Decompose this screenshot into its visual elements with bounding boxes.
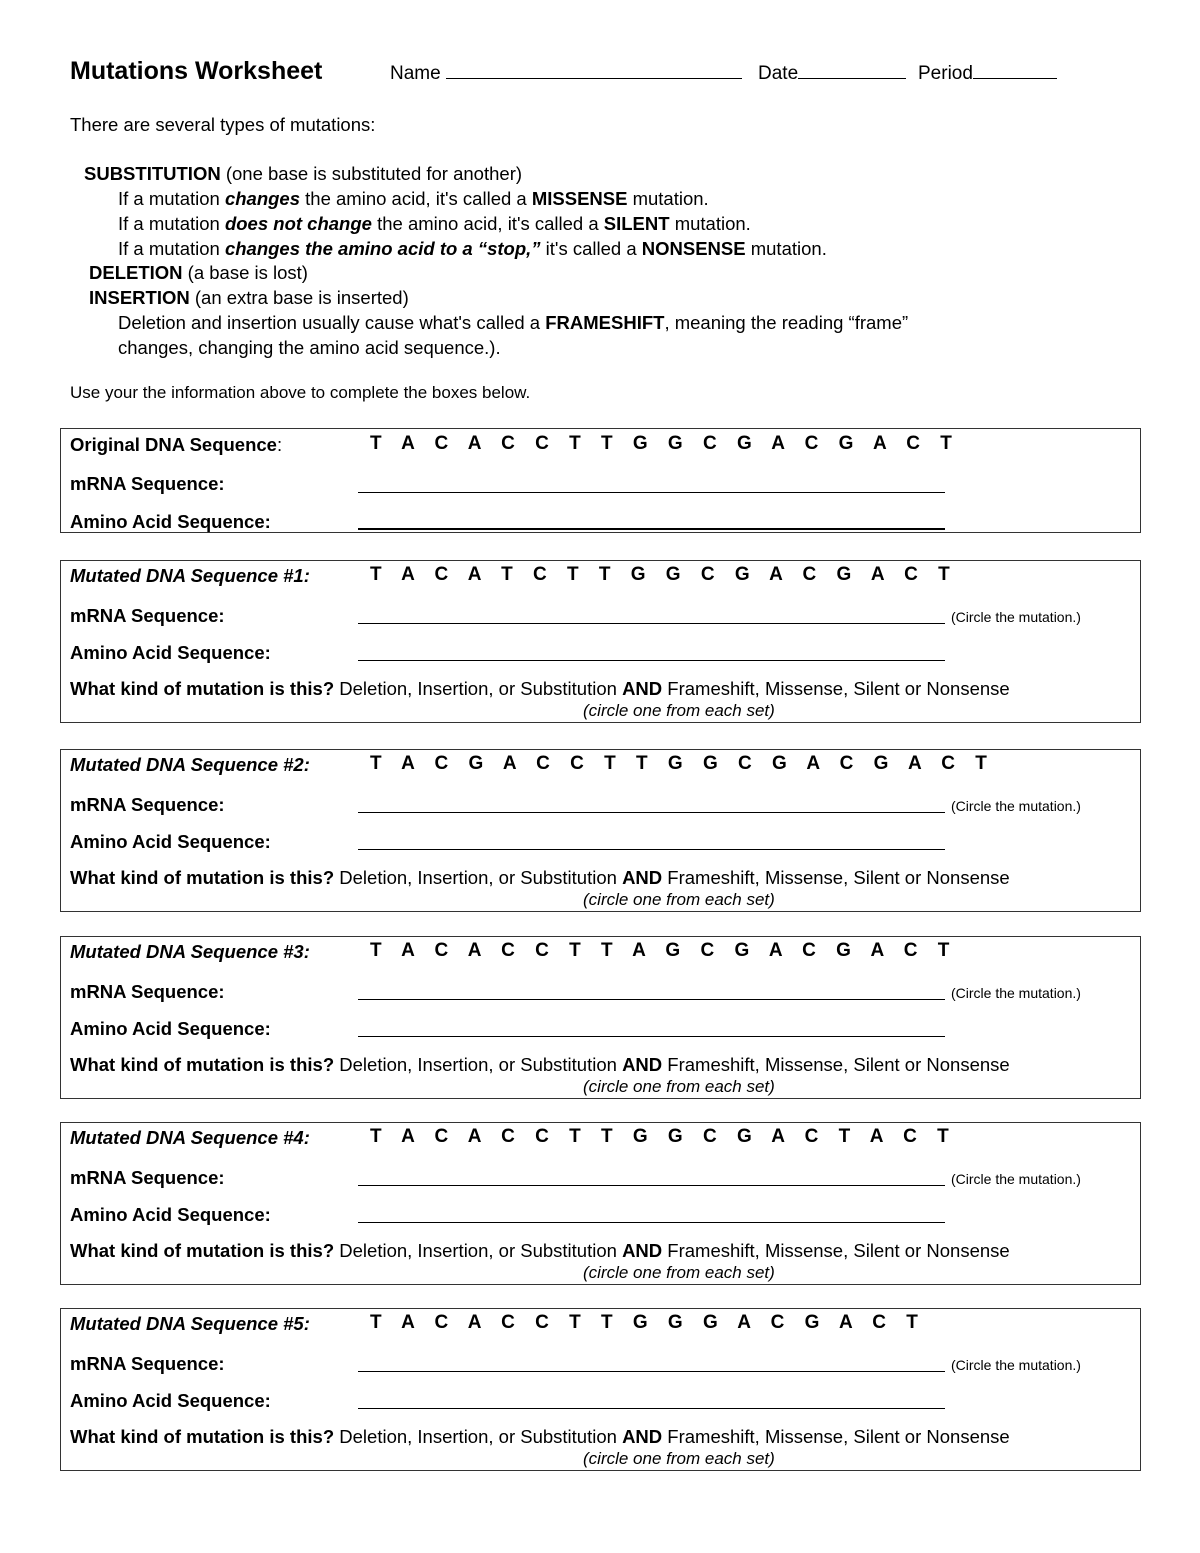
mrna-label: mRNA Sequence: <box>70 981 225 1002</box>
mutated-label: Mutated DNA Sequence #5: <box>70 1313 310 1334</box>
period-label: Period <box>918 63 973 84</box>
circle-mutation-note: (Circle the mutation.) <box>951 1357 1081 1373</box>
substitution-line: SUBSTITUTION (one base is substituted fo… <box>84 163 523 184</box>
amino-label: Amino Acid Sequence: <box>70 1018 271 1039</box>
circle-mutation-note: (Circle the mutation.) <box>951 985 1081 1001</box>
intro-lead: There are several types of mutations: <box>70 114 376 135</box>
instructions: Use your the information above to comple… <box>70 383 531 402</box>
mutated-sequence: T A C A C C T T G G G A C G A C T <box>370 1312 926 1333</box>
missense-line: If a mutation changes the amino acid, it… <box>118 188 709 209</box>
amino-answer-line[interactable] <box>358 1222 945 1223</box>
circle-set-note: (circle one from each set) <box>583 1449 775 1468</box>
mutation-type-question: What kind of mutation is this? Deletion,… <box>70 1426 1010 1447</box>
mutation-options-a[interactable]: Deletion, Insertion, or Substitution <box>334 1426 623 1447</box>
period-field[interactable]: Period <box>918 62 1057 85</box>
mutation-options-b[interactable]: Frameshift, Missense, Silent or Nonsense <box>662 1426 1010 1447</box>
silent-line: If a mutation does not change the amino … <box>118 213 751 234</box>
mutation-options-b[interactable]: Frameshift, Missense, Silent or Nonsense <box>662 1240 1010 1261</box>
mutation-type-question: What kind of mutation is this? Deletion,… <box>70 867 1010 888</box>
deletion-line: DELETION (a base is lost) <box>89 262 308 283</box>
page-title: Mutations Worksheet <box>70 57 323 85</box>
mutated-sequence: T A C A C C T T G G C G A C T A C T <box>370 1126 957 1147</box>
circle-mutation-note: (Circle the mutation.) <box>951 1171 1081 1187</box>
mutated-label: Mutated DNA Sequence #2: <box>70 754 310 775</box>
mutated-sequence: T A C A T C T T G G C G A C G A C T <box>370 564 958 585</box>
frameshift-line: Deletion and insertion usually cause wha… <box>118 312 909 333</box>
mutated-box-1: Mutated DNA Sequence #1: T A C A T C T T… <box>60 560 1141 723</box>
mutation-type-question: What kind of mutation is this? Deletion,… <box>70 1054 1010 1075</box>
circle-set-note: (circle one from each set) <box>583 1263 775 1282</box>
mrna-label: mRNA Sequence: <box>70 1353 225 1374</box>
name-field[interactable]: Name <box>390 62 742 85</box>
mrna-answer-line[interactable] <box>358 1371 945 1372</box>
original-label: Original DNA Sequence: <box>70 434 283 455</box>
mrna-label: mRNA Sequence: <box>70 1167 225 1188</box>
amino-answer-line[interactable] <box>358 660 945 661</box>
amino-label: Amino Acid Sequence: <box>70 831 271 852</box>
mutation-options-a[interactable]: Deletion, Insertion, or Substitution <box>334 678 623 699</box>
mutated-label: Mutated DNA Sequence #4: <box>70 1127 310 1148</box>
mrna-answer-line[interactable] <box>358 1185 945 1186</box>
amino-answer-line[interactable] <box>358 528 945 530</box>
circle-mutation-note: (Circle the mutation.) <box>951 609 1081 625</box>
amino-label: Amino Acid Sequence: <box>70 1204 271 1225</box>
amino-answer-line[interactable] <box>358 1408 945 1409</box>
frameshift-line-2: changes, changing the amino acid sequenc… <box>118 337 501 358</box>
circle-mutation-note: (Circle the mutation.) <box>951 798 1081 814</box>
date-label: Date <box>758 63 799 84</box>
mutated-box-2: Mutated DNA Sequence #2: T A C G A C C T… <box>60 749 1141 912</box>
circle-set-note: (circle one from each set) <box>583 1077 775 1096</box>
insertion-line: INSERTION (an extra base is inserted) <box>89 287 409 308</box>
amino-answer-line[interactable] <box>358 1036 945 1037</box>
amino-label: Amino Acid Sequence: <box>70 511 271 532</box>
mutated-sequence: T A C G A C C T T G G C G A C G A C T <box>370 753 995 774</box>
circle-set-note: (circle one from each set) <box>583 890 775 909</box>
mutation-options-b[interactable]: Frameshift, Missense, Silent or Nonsense <box>662 867 1010 888</box>
mrna-answer-line[interactable] <box>358 492 945 493</box>
amino-answer-line[interactable] <box>358 849 945 850</box>
amino-label: Amino Acid Sequence: <box>70 642 271 663</box>
mutated-box-5: Mutated DNA Sequence #5: T A C A C C T T… <box>60 1308 1141 1471</box>
mrna-label: mRNA Sequence: <box>70 473 225 494</box>
mutation-options-a[interactable]: Deletion, Insertion, or Substitution <box>334 1240 623 1261</box>
mutation-options-a[interactable]: Deletion, Insertion, or Substitution <box>334 1054 623 1075</box>
nonsense-line: If a mutation changes the amino acid to … <box>118 238 827 259</box>
original-box: Original DNA Sequence: T A C A C C T T G… <box>60 428 1141 533</box>
name-label: Name <box>390 63 441 84</box>
date-field[interactable]: Date <box>758 62 907 85</box>
mrna-label: mRNA Sequence: <box>70 605 225 626</box>
mutated-sequence: T A C A C C T T A G C G A C G A C T <box>370 940 957 961</box>
mrna-answer-line[interactable] <box>358 999 945 1000</box>
mutated-box-4: Mutated DNA Sequence #4: T A C A C C T T… <box>60 1122 1141 1285</box>
mutated-label: Mutated DNA Sequence #3: <box>70 941 310 962</box>
mutation-options-a[interactable]: Deletion, Insertion, or Substitution <box>334 867 623 888</box>
mutation-type-question: What kind of mutation is this? Deletion,… <box>70 678 1010 699</box>
mutation-options-b[interactable]: Frameshift, Missense, Silent or Nonsense <box>662 1054 1010 1075</box>
mrna-answer-line[interactable] <box>358 812 945 813</box>
mutated-box-3: Mutated DNA Sequence #3: T A C A C C T T… <box>60 936 1141 1099</box>
mrna-label: mRNA Sequence: <box>70 794 225 815</box>
mrna-answer-line[interactable] <box>358 623 945 624</box>
original-sequence: T A C A C C T T G G C G A C G A C T <box>370 433 960 454</box>
amino-label: Amino Acid Sequence: <box>70 1390 271 1411</box>
mutation-options-b[interactable]: Frameshift, Missense, Silent or Nonsense <box>662 678 1010 699</box>
mutation-type-question: What kind of mutation is this? Deletion,… <box>70 1240 1010 1261</box>
mutated-label: Mutated DNA Sequence #1: <box>70 565 310 586</box>
circle-set-note: (circle one from each set) <box>583 701 775 720</box>
